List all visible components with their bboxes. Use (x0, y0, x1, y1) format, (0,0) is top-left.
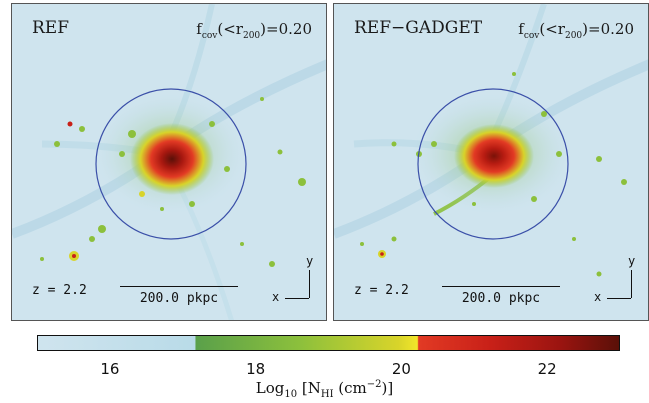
virial-radius-circle (417, 88, 569, 240)
panel-title: REF (32, 18, 70, 38)
covering-fraction-label: fcov(<r200)=0.20 (196, 20, 312, 41)
colorbar-label: Log10 [NHI (cm−2)] (255, 379, 394, 400)
colorbar (37, 335, 620, 351)
axes-indicator: x y (590, 254, 640, 304)
column-density-map-ref (12, 4, 326, 320)
colorbar-tick-label: 18 (246, 360, 266, 378)
column-density-map-ref-gadget (334, 4, 648, 320)
colorbar-tick-label: 16 (100, 360, 120, 378)
redshift-label: z = 2.2 (354, 283, 409, 298)
virial-radius-circle (95, 88, 247, 240)
panel-ref: REF fcov(<r200)=0.20 z = 2.2 200.0 pkpc … (11, 3, 327, 321)
axis-x-line (607, 298, 631, 299)
covering-fraction-label: fcov(<r200)=0.20 (518, 20, 634, 41)
satellite-clumps (40, 97, 306, 267)
axis-x-line (285, 298, 309, 299)
axis-y-line (631, 270, 632, 298)
colorbar-tick-label: 20 (391, 360, 411, 378)
axes-indicator: x y (268, 254, 318, 304)
colorbar-tick-label: 22 (537, 360, 557, 378)
axis-x-label: x (594, 290, 602, 304)
panel-title: REF−GADGET (354, 18, 483, 38)
scale-bar (442, 286, 560, 287)
satellite-clumps (360, 72, 627, 277)
scale-bar-label: 200.0 pkpc (139, 291, 219, 306)
axis-y-line (309, 270, 310, 298)
panel-ref-gadget: REF−GADGET fcov(<r200)=0.20 z = 2.2 200.… (333, 3, 649, 321)
scale-bar-label: 200.0 pkpc (461, 291, 541, 306)
scale-bar (120, 286, 238, 287)
axis-y-label: y (306, 254, 314, 268)
redshift-label: z = 2.2 (32, 283, 87, 298)
axis-x-label: x (272, 290, 280, 304)
axis-y-label: y (628, 254, 636, 268)
